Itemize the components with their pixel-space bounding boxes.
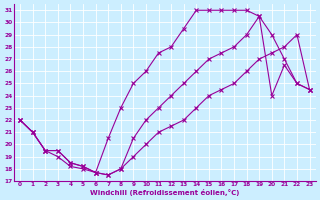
X-axis label: Windchill (Refroidissement éolien,°C): Windchill (Refroidissement éolien,°C)	[90, 189, 239, 196]
